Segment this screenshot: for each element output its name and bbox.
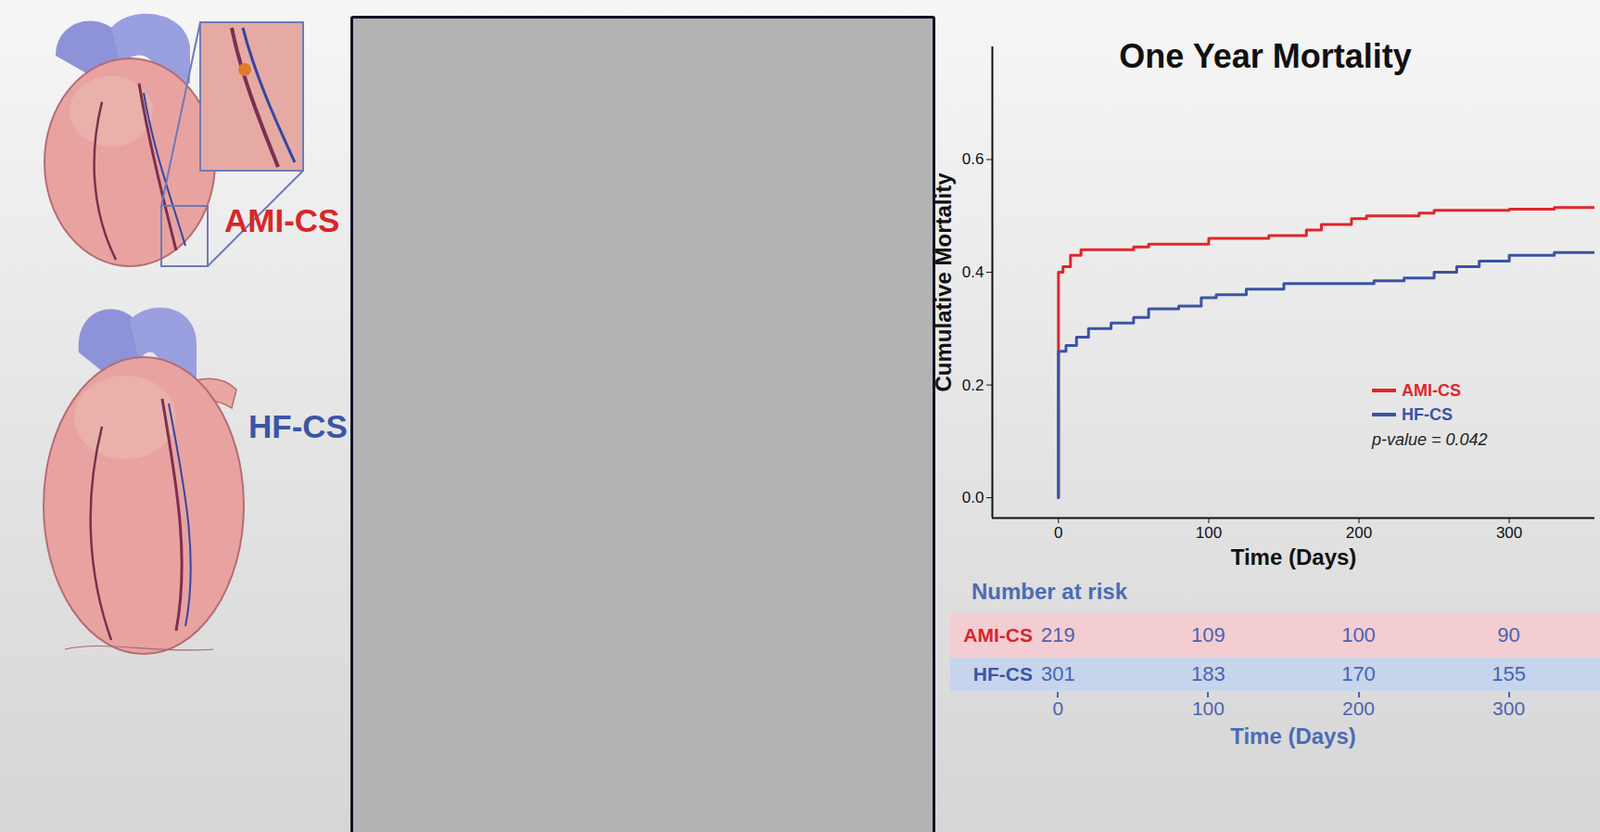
html-text:0: 0	[1052, 697, 1064, 719]
html-text:AMI-CS: AMI-CS	[224, 202, 340, 239]
svg-text:Cumulative Mortality: Cumulative Mortality	[930, 172, 956, 393]
html-text:Number at risk: Number at risk	[971, 578, 1128, 604]
svg-text:100: 100	[1195, 523, 1222, 542]
svg-text:0.0: 0.0	[962, 488, 985, 507]
html-text:155: 155	[1491, 661, 1526, 686]
html-text:90: 90	[1497, 622, 1521, 647]
svg-text:300: 300	[1496, 523, 1523, 542]
html-text:HF-CS: HF-CS	[1401, 404, 1453, 424]
svg-text:0.4: 0.4	[962, 263, 985, 281]
svg-text:0.2: 0.2	[962, 376, 985, 394]
html-text:100: 100	[1192, 697, 1225, 719]
html-text:Time (Days): Time (Days)	[1230, 723, 1357, 749]
html-text:p-value = 0.042: p-value = 0.042	[1371, 430, 1488, 449]
svg-text:0: 0	[1053, 523, 1063, 542]
html-text:300: 300	[1492, 697, 1526, 719]
html-text:HF-CS 301: HF-CS 301	[973, 661, 1076, 686]
html-text:100: 100	[1341, 622, 1376, 647]
html-text:AMI-CS 219: AMI-CS 219	[963, 622, 1076, 647]
svg-text:0.6: 0.6	[962, 150, 985, 168]
html-text:AMI-CS: AMI-CS	[1401, 380, 1461, 400]
html-text:HF-CS: HF-CS	[248, 407, 348, 445]
html-text:One Year Mortality: One Year Mortality	[1119, 37, 1412, 76]
html-text:200: 200	[1342, 697, 1375, 719]
html-text:183: 183	[1191, 661, 1226, 686]
html-text:109: 109	[1191, 622, 1226, 647]
svg-text:200: 200	[1346, 523, 1372, 542]
html-text:170: 170	[1341, 661, 1376, 686]
svg-text:Time (Days): Time (Days)	[1231, 544, 1358, 570]
